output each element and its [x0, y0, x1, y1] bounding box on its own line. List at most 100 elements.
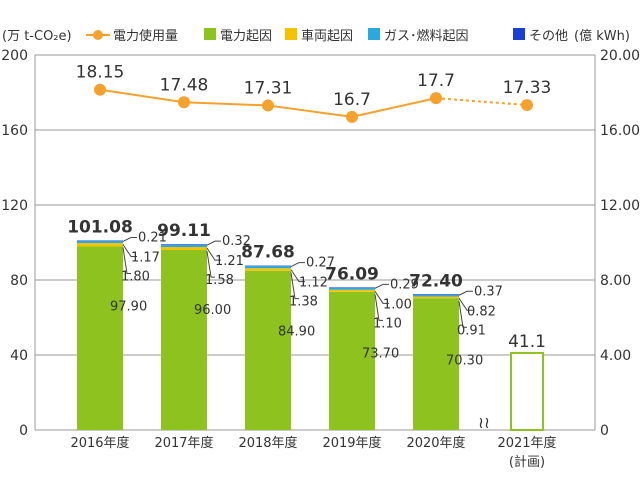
legend-other: その他 — [513, 28, 568, 44]
vehicle-value-label: 1.10 — [373, 316, 402, 331]
x-axis-categories: 2016年度 2017年度 2018年度 2019年度 2020年度 2021年度 (計画) — [70, 435, 556, 470]
other-value-label: 0.27 — [306, 256, 335, 271]
leader-line — [122, 244, 137, 257]
usage-point — [430, 92, 442, 105]
vehicle-value-label: 1.38 — [289, 295, 318, 310]
legend-usage-marker-icon — [93, 30, 103, 40]
category-label: 2017年度 — [154, 435, 213, 451]
gas-value-label: 1.00 — [383, 297, 412, 312]
total-label: 76.09 — [325, 264, 379, 284]
other-value-label: 0.29 — [390, 277, 419, 292]
bar-segment-other — [77, 240, 123, 241]
legend-other-label: その他 — [529, 29, 568, 44]
vehicle-value-label: 1.58 — [205, 273, 234, 288]
category-label: 2019年度 — [322, 435, 381, 451]
bar-segment-vehicle — [161, 247, 207, 250]
legend-gas-label: ガス･燃料起因 — [384, 28, 469, 44]
right-tick-label: 16.00 — [600, 123, 640, 139]
bar-segment-other — [413, 294, 459, 295]
leader-line — [122, 247, 131, 274]
usage-line-dashed — [435, 97, 528, 107]
bar-segment-other — [245, 265, 291, 267]
left-tick-label: 160 — [1, 123, 28, 139]
bar-segment-power — [329, 291, 375, 430]
bar-segment-power — [413, 298, 459, 430]
leader-line — [374, 283, 389, 289]
bar-segment-gas — [245, 266, 291, 269]
left-axis-unit: (万 t-CO₂e) — [2, 29, 72, 44]
legend-vehicle: 車両起因 — [285, 28, 353, 44]
left-tick-label: 0 — [19, 423, 28, 439]
bars — [77, 240, 459, 430]
legend-gas: ガス･燃料起因 — [368, 28, 469, 44]
left-tick-label: 40 — [10, 348, 28, 364]
total-label: 72.40 — [409, 271, 463, 291]
legend-vehicle-swatch-icon — [285, 28, 297, 40]
other-value-label: 0.32 — [222, 234, 251, 249]
leader-line — [206, 240, 221, 246]
leader-line — [290, 262, 305, 268]
category-plan-label: (計画) — [509, 454, 545, 470]
usage-point — [178, 96, 190, 109]
usage-value-label: 18.15 — [76, 63, 125, 83]
legend-power-swatch-icon — [204, 28, 216, 40]
right-tick-label: 20.00 — [600, 48, 640, 64]
bar-segment-power — [77, 246, 123, 430]
usage-point — [94, 83, 106, 96]
right-axis: 0 4.00 8.00 12.00 16.00 20.00 — [600, 48, 640, 439]
bar-segment-gas — [77, 240, 123, 244]
usage-point — [346, 110, 358, 123]
leader-line — [206, 247, 221, 261]
bar-segment-vehicle — [77, 243, 123, 247]
leader-line — [458, 297, 473, 311]
left-tick-label: 80 — [10, 273, 28, 289]
gas-value-label: 1.17 — [131, 250, 160, 265]
bar-segment-vehicle — [413, 296, 459, 299]
power-value-label: 97.90 — [110, 299, 147, 314]
gridlines — [34, 54, 596, 431]
other-value-label: 0.21 — [138, 230, 167, 245]
category-label: 2020年度 — [406, 435, 465, 451]
legend-vehicle-label: 車両起因 — [301, 29, 353, 44]
left-tick-label: 200 — [1, 48, 28, 64]
usage-value-label: 17.7 — [417, 71, 455, 91]
vehicle-value-label: 0.91 — [457, 323, 486, 338]
usage-value-label: 17.33 — [503, 78, 552, 98]
axis-break-mark: ≀≀ — [478, 413, 490, 432]
category-label: 2016年度 — [70, 435, 129, 451]
plan-bar — [510, 351, 544, 431]
power-value-label: 96.00 — [194, 303, 231, 318]
leader-line — [458, 301, 467, 328]
left-tick-label: 120 — [1, 198, 28, 214]
leader-line — [122, 236, 137, 242]
legend: (万 t-CO₂e) 電力使用量 電力起因 車両起因 ガス･燃料起因 その他 (… — [2, 28, 630, 44]
leader-line — [374, 294, 383, 321]
legend-power-label: 電力起因 — [220, 29, 272, 44]
usage-value-label: 17.48 — [160, 75, 209, 95]
total-label: 99.11 — [157, 221, 211, 241]
leader-line — [458, 290, 473, 296]
other-value-label: 0.37 — [474, 284, 503, 299]
total-label: 101.08 — [67, 217, 133, 237]
right-tick-label: 8.00 — [600, 273, 631, 289]
bar-segment-power — [161, 250, 207, 430]
usage-line: 18.15 17.48 17.31 16.7 17.7 17.33 — [76, 63, 552, 123]
category-label: 2021年度 — [497, 435, 556, 451]
right-tick-label: 12.00 — [600, 198, 640, 214]
power-value-label: 73.70 — [362, 346, 399, 361]
usage-point — [262, 99, 274, 112]
gas-value-label: 1.12 — [299, 276, 328, 291]
right-tick-label: 4.00 — [600, 348, 631, 364]
legend-usage-label: 電力使用量 — [113, 28, 178, 44]
category-label: 2018年度 — [238, 435, 297, 451]
leader-line — [290, 272, 299, 300]
legend-gas-swatch-icon — [368, 28, 380, 40]
bar-segment-gas — [161, 244, 207, 248]
gas-value-label: 0.82 — [467, 304, 496, 319]
usage-value-label: 17.31 — [244, 78, 293, 98]
right-tick-label: 0 — [600, 423, 609, 439]
data-labels: 101.08 0.21 1.17 1.80 97.90 99.11 0.32 1.21 1.58… — [67, 217, 503, 368]
leader-line — [374, 291, 389, 304]
bar-segment-vehicle — [329, 289, 375, 292]
leader-line — [290, 269, 305, 283]
